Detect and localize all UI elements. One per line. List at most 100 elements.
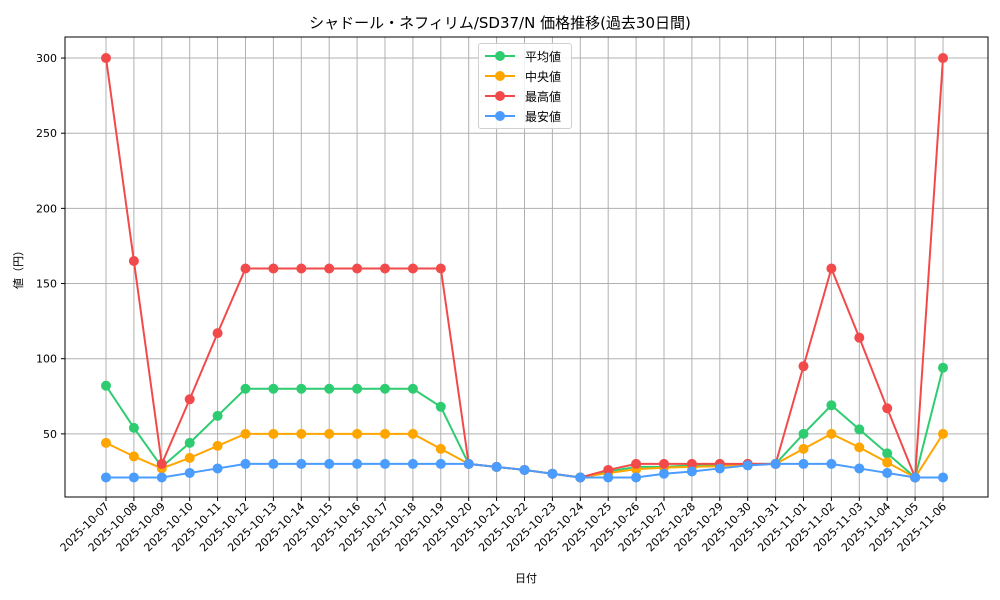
data-point	[463, 458, 474, 469]
data-point	[407, 428, 418, 439]
y-tick-label: 150	[36, 278, 57, 291]
data-point	[268, 383, 279, 394]
data-point	[826, 428, 837, 439]
legend-marker-icon	[485, 109, 515, 123]
data-point	[435, 443, 446, 454]
legend-item-average: 平均値	[485, 46, 561, 66]
data-point	[184, 452, 195, 463]
data-point	[659, 458, 669, 469]
data-point	[407, 263, 418, 274]
data-point	[686, 458, 697, 469]
data-point	[798, 361, 809, 372]
chart-title: シャドール・ネフィリム/SD37/N 価格推移(過去30日間)	[309, 14, 691, 32]
data-point	[101, 380, 111, 391]
data-point	[854, 463, 865, 474]
data-point	[324, 263, 335, 274]
series-最安値	[101, 458, 948, 483]
data-point	[435, 263, 446, 274]
y-axis-label: 値（円）	[12, 245, 25, 289]
legend-item-median: 中央値	[485, 66, 561, 86]
data-point	[101, 53, 111, 64]
data-point	[296, 458, 307, 469]
data-point	[240, 263, 251, 274]
data-point	[352, 263, 363, 274]
data-point	[547, 468, 558, 479]
data-point	[324, 428, 335, 439]
data-point	[240, 383, 251, 394]
data-point	[770, 458, 781, 469]
data-point	[435, 401, 446, 412]
data-point	[268, 263, 279, 274]
y-tick-label: 50	[43, 428, 57, 441]
data-point	[212, 410, 223, 421]
data-point	[798, 458, 809, 469]
data-point	[519, 464, 530, 475]
data-point	[240, 428, 251, 439]
y-tick-label: 200	[36, 202, 57, 215]
data-point	[380, 383, 390, 394]
data-point	[240, 458, 251, 469]
data-point	[798, 428, 809, 439]
data-point	[603, 472, 614, 483]
y-tick-label: 300	[36, 52, 57, 65]
data-point	[380, 263, 390, 274]
data-point	[938, 472, 948, 483]
data-point	[826, 263, 837, 274]
data-point	[296, 428, 307, 439]
data-point	[631, 458, 642, 469]
data-point	[910, 472, 921, 483]
data-point	[714, 463, 725, 474]
data-point	[101, 472, 111, 483]
data-point	[184, 437, 195, 448]
legend-marker-icon	[485, 69, 515, 83]
data-point	[352, 428, 363, 439]
legend-label: 最安値	[525, 109, 562, 124]
legend-label: 最高値	[525, 89, 562, 104]
data-series	[101, 53, 948, 483]
data-point	[659, 468, 669, 479]
data-point	[184, 394, 195, 405]
x-axis-ticks: 2025-10-072025-10-082025-10-092025-10-10…	[58, 497, 949, 554]
data-point	[882, 448, 893, 459]
data-point	[380, 428, 390, 439]
data-point	[156, 458, 167, 469]
data-point	[156, 472, 167, 483]
data-point	[938, 53, 948, 64]
data-point	[435, 458, 446, 469]
y-axis-ticks: 50 100 150 200 250 300	[36, 52, 65, 441]
data-point	[854, 424, 865, 435]
data-point	[826, 458, 837, 469]
legend-item-max: 最高値	[485, 86, 561, 106]
data-point	[575, 472, 586, 483]
data-point	[826, 400, 837, 411]
data-point	[742, 460, 753, 471]
legend-label: 平均値	[525, 49, 562, 64]
data-point	[686, 466, 697, 477]
data-point	[324, 458, 335, 469]
data-point	[603, 464, 614, 475]
data-point	[938, 428, 948, 439]
data-point	[128, 255, 139, 266]
legend: 平均値 中央値 最高値 最安値	[478, 43, 572, 129]
legend-label: 中央値	[525, 69, 562, 84]
data-point	[268, 428, 279, 439]
data-point	[212, 440, 223, 451]
data-point	[407, 383, 418, 394]
data-point	[798, 443, 809, 454]
data-point	[296, 383, 307, 394]
y-tick-label: 100	[36, 353, 57, 366]
x-axis-label: 日付	[515, 572, 537, 585]
data-point	[854, 332, 865, 343]
data-point	[184, 467, 195, 478]
data-point	[407, 458, 418, 469]
data-point	[854, 442, 865, 453]
data-point	[128, 451, 139, 462]
data-point	[352, 383, 363, 394]
data-point	[296, 263, 307, 274]
data-point	[882, 403, 893, 414]
data-point	[882, 457, 893, 468]
plot-frame	[64, 36, 989, 498]
legend-marker-icon	[485, 49, 515, 63]
legend-item-min: 最安値	[485, 106, 561, 126]
data-point	[324, 383, 335, 394]
